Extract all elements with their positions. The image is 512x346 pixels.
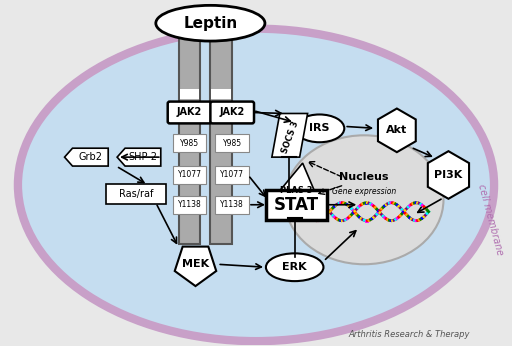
FancyBboxPatch shape	[210, 102, 254, 124]
FancyBboxPatch shape	[216, 134, 249, 152]
Polygon shape	[270, 163, 319, 203]
Text: STAT: STAT	[274, 196, 319, 214]
Text: JAK2: JAK2	[220, 108, 245, 118]
FancyBboxPatch shape	[266, 190, 327, 220]
Text: Ras/raf: Ras/raf	[119, 189, 153, 199]
Text: cell membrane: cell membrane	[476, 183, 504, 256]
Ellipse shape	[266, 253, 324, 281]
Text: Akt: Akt	[386, 125, 408, 135]
Bar	[180, 89, 200, 99]
Ellipse shape	[156, 5, 265, 41]
Text: SHP-2: SHP-2	[129, 152, 157, 162]
Text: Arthritis Research & Therapy: Arthritis Research & Therapy	[348, 330, 470, 339]
Text: Y985: Y985	[180, 139, 199, 148]
Text: MEK: MEK	[182, 259, 209, 269]
Text: Gene expression: Gene expression	[332, 187, 396, 196]
Text: Nucleus: Nucleus	[339, 172, 389, 182]
Text: Y1077: Y1077	[220, 171, 244, 180]
Polygon shape	[175, 247, 216, 286]
Text: Y1138: Y1138	[220, 200, 244, 209]
Ellipse shape	[285, 135, 443, 264]
FancyBboxPatch shape	[168, 102, 211, 124]
FancyBboxPatch shape	[173, 166, 206, 184]
Ellipse shape	[295, 115, 344, 142]
Text: ERK: ERK	[283, 262, 307, 272]
Polygon shape	[378, 109, 416, 152]
FancyBboxPatch shape	[216, 196, 249, 214]
FancyBboxPatch shape	[106, 184, 166, 204]
Polygon shape	[65, 148, 108, 166]
FancyBboxPatch shape	[173, 196, 206, 214]
Polygon shape	[272, 113, 308, 157]
Text: Y1077: Y1077	[178, 171, 202, 180]
Bar	[179, 36, 201, 244]
Bar	[211, 89, 231, 99]
FancyBboxPatch shape	[173, 134, 206, 152]
Text: SOCS 3: SOCS 3	[281, 120, 301, 155]
Text: Grb2: Grb2	[78, 152, 102, 162]
Text: Y985: Y985	[223, 139, 242, 148]
Text: Y1138: Y1138	[178, 200, 201, 209]
Text: PI3K: PI3K	[434, 170, 462, 180]
Text: JAK2: JAK2	[177, 108, 202, 118]
Ellipse shape	[18, 29, 494, 341]
Polygon shape	[428, 151, 469, 199]
Polygon shape	[117, 148, 161, 166]
Text: Leptin: Leptin	[183, 16, 238, 31]
Bar	[210, 36, 232, 244]
Text: PLAS 3: PLAS 3	[281, 186, 313, 195]
Text: IRS: IRS	[309, 124, 330, 133]
FancyBboxPatch shape	[216, 166, 249, 184]
